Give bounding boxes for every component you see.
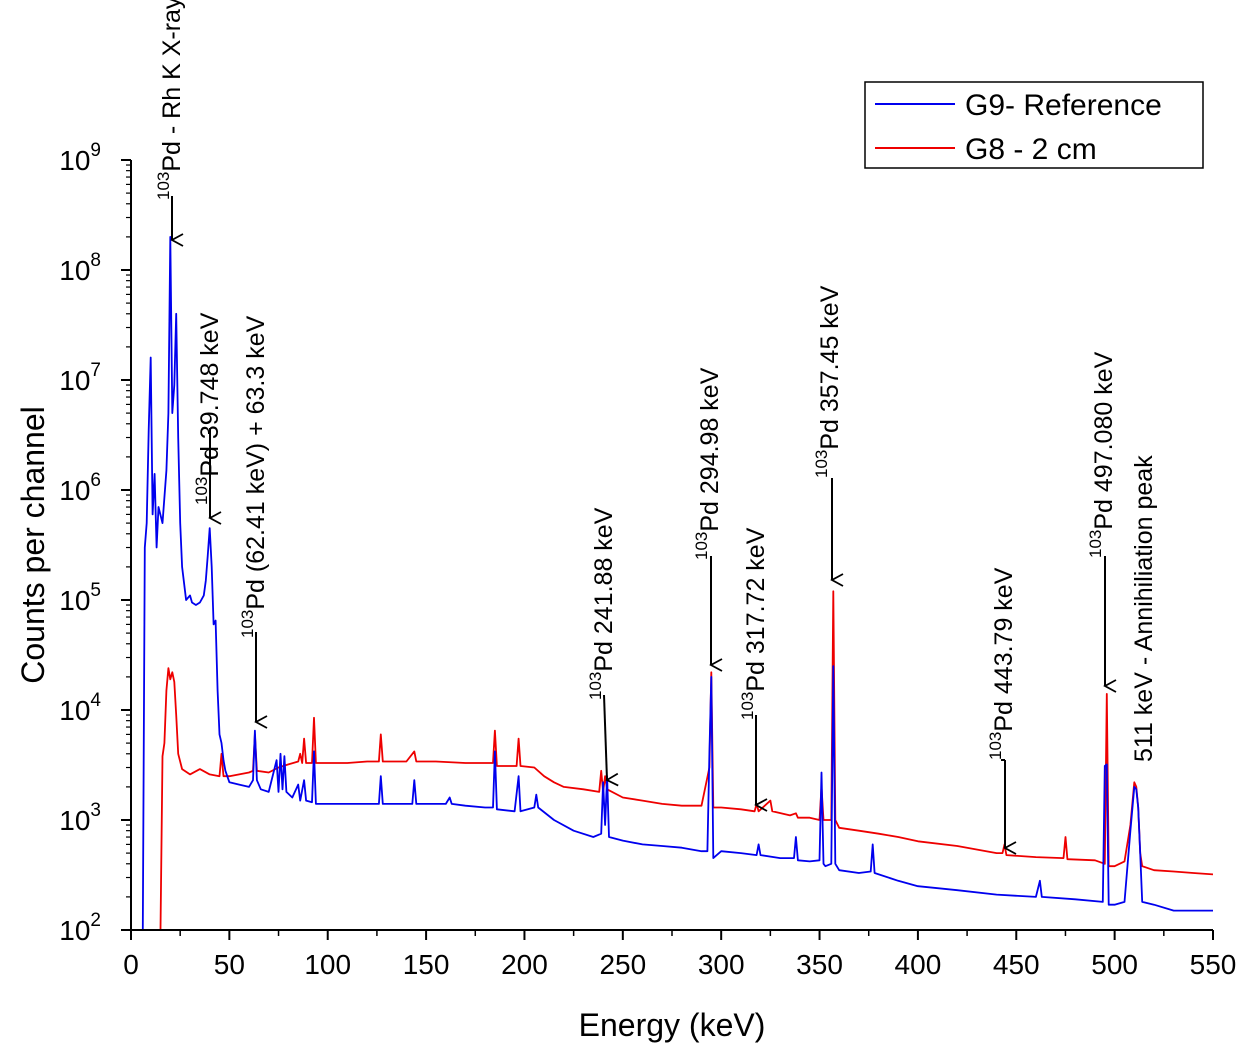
- y-tick-label: 104: [59, 690, 101, 726]
- x-tick-label: 100: [304, 949, 351, 980]
- x-tick-label: 550: [1190, 949, 1237, 980]
- x-tick-label: 350: [796, 949, 843, 980]
- axes-layer: 0 50 100 150 200 250 300 350 400 450 500 550 102 103 1…: [59, 140, 1236, 980]
- x-tick-label: 250: [599, 949, 646, 980]
- y-tick-label: 102: [59, 910, 101, 946]
- peak-label-a1: 103Pd - Rh K X-rays: [154, 0, 186, 200]
- x-tick-label: 150: [403, 949, 450, 980]
- x-tick-label: 300: [698, 949, 745, 980]
- peak-label-a6: 103Pd 317.72 keV: [738, 527, 770, 720]
- peak-label-a10: 511 keV - Annihiliation peak: [1130, 455, 1158, 762]
- y-tick-label: 105: [59, 580, 101, 616]
- series-line-g8-2cm: [158, 590, 1213, 930]
- y-tick-label: 103: [59, 800, 101, 836]
- legend-label-g9: G9- Reference: [965, 89, 1162, 122]
- x-axis-label: Energy (keV): [579, 1007, 766, 1043]
- peak-label-a2: 103Pd 39.748 keV: [192, 312, 224, 505]
- x-tick-label: 0: [123, 949, 139, 980]
- series-line-g9-reference: [141, 236, 1213, 930]
- peak-label-a9: 103Pd 497.080 keV: [1086, 351, 1118, 558]
- legend-box: [864, 81, 1204, 169]
- y-tick-label: 109: [59, 140, 101, 176]
- x-tick-label: 400: [895, 949, 942, 980]
- x-tick-label: 450: [993, 949, 1040, 980]
- peak-arrow-a4: [603, 694, 619, 787]
- peak-label-a8: 103Pd 443.79 keV: [986, 567, 1018, 760]
- peak-label-a4: 103Pd 241.88 keV: [586, 507, 618, 700]
- peak-label-a7: 103Pd 357.45 keV: [812, 285, 844, 478]
- x-tick-label: 500: [1091, 949, 1138, 980]
- y-tick-label: 106: [59, 470, 101, 506]
- x-tick-label: 50: [214, 949, 245, 980]
- y-tick-label: 107: [59, 360, 101, 396]
- annotation-layer: 103Pd - Rh K X-rays 103Pd 39.748 keV 103Pd…: [154, 0, 1158, 855]
- y-axis-label: Counts per channel: [15, 406, 51, 684]
- legend: G9- Reference G8 - 2 cm: [864, 81, 1204, 169]
- x-tick-label: 200: [501, 949, 548, 980]
- series-layer: [141, 236, 1213, 930]
- y-tick-label: 108: [59, 250, 101, 286]
- peak-label-a5: 103Pd 294.98 keV: [692, 367, 724, 560]
- legend-label-g8: G8 - 2 cm: [965, 133, 1097, 166]
- peak-label-a3: 103Pd (62.41 keV) + 63.3 keV: [238, 315, 270, 638]
